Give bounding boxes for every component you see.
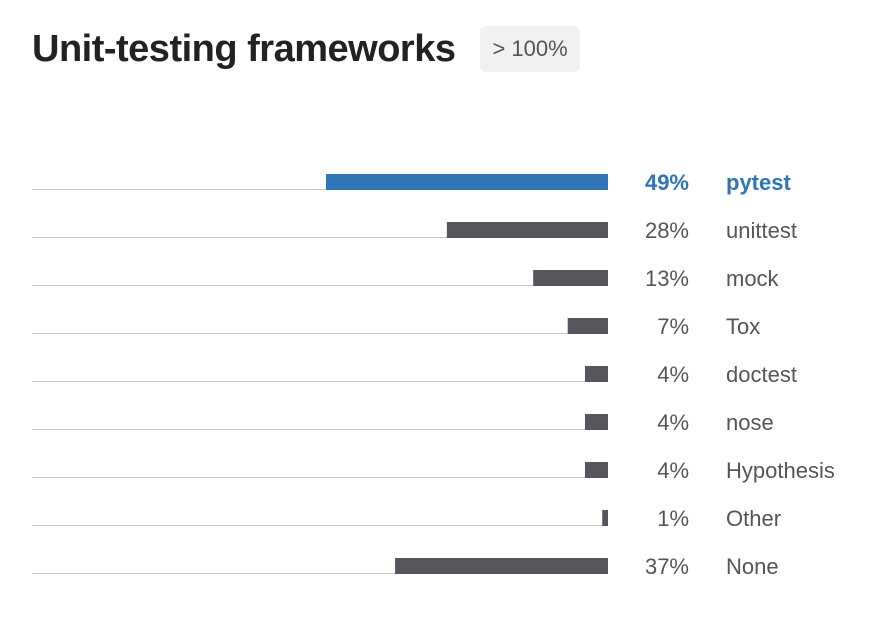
bar-tox xyxy=(567,318,608,334)
bar-track xyxy=(32,525,608,526)
category-label-unittest: unittest xyxy=(726,218,797,243)
category-label-doctest: doctest xyxy=(726,362,797,387)
bar-row-nose: 4% nose xyxy=(32,410,774,435)
category-label-pytest: pytest xyxy=(726,170,791,195)
value-label-none: 37% xyxy=(645,554,689,579)
value-label-hypothesis: 4% xyxy=(657,458,689,483)
bar-track xyxy=(32,285,608,286)
bar-row-mock: 13% mock xyxy=(32,266,780,291)
bar-nose xyxy=(584,414,608,430)
bar-mock xyxy=(533,270,608,286)
bar-unittest xyxy=(446,222,608,238)
value-label-mock: 13% xyxy=(645,266,689,291)
bar-row-hypothesis: 4% Hypothesis xyxy=(32,458,835,483)
bar-track xyxy=(32,237,608,238)
bar-row-tox: 7% Tox xyxy=(32,314,760,339)
bar-pytest xyxy=(326,174,608,190)
value-label-other: 1% xyxy=(657,506,689,531)
category-label-nose: nose xyxy=(726,410,774,435)
value-label-unittest: 28% xyxy=(645,218,689,243)
value-label-pytest: 49% xyxy=(645,170,689,195)
bar-track xyxy=(32,573,608,574)
bar-none xyxy=(395,558,608,574)
category-label-hypothesis: Hypothesis xyxy=(726,458,835,483)
category-label-tox: Tox xyxy=(726,314,760,339)
value-label-nose: 4% xyxy=(657,410,689,435)
bar-track xyxy=(32,477,608,478)
bar-track xyxy=(32,381,608,382)
chart-header: Unit-testing frameworks > 100% xyxy=(32,26,580,72)
bar-row-doctest: 4% doctest xyxy=(32,362,797,387)
category-label-other: Other xyxy=(726,506,781,531)
chart-title: Unit-testing frameworks xyxy=(32,28,456,70)
bar-track xyxy=(32,189,608,190)
bar-track xyxy=(32,333,608,334)
bar-row-other: 1% Other xyxy=(32,506,781,531)
bar-row-none: 37% None xyxy=(32,554,779,579)
bar-row-pytest: 49% pytest xyxy=(32,170,791,195)
bar-row-unittest: 28% unittest xyxy=(32,218,797,243)
category-label-mock: mock xyxy=(726,266,780,291)
value-label-tox: 7% xyxy=(657,314,689,339)
bar-doctest xyxy=(584,366,608,382)
total-badge: > 100% xyxy=(480,26,580,72)
bar-track xyxy=(32,429,608,430)
category-label-none: None xyxy=(726,554,779,579)
value-label-doctest: 4% xyxy=(657,362,689,387)
bar-hypothesis xyxy=(584,462,608,478)
bar-other xyxy=(602,510,608,526)
